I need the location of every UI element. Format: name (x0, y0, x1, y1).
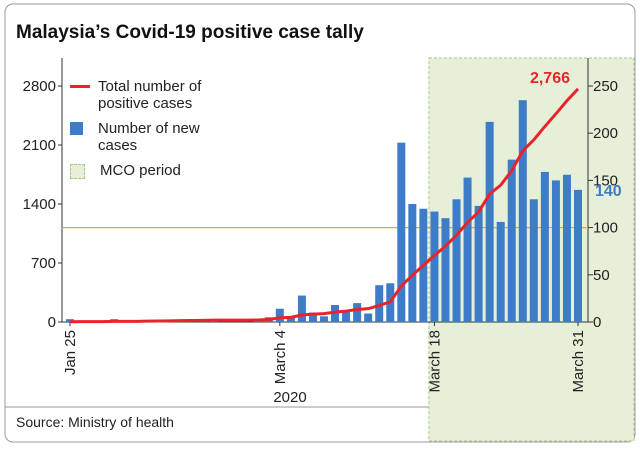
x-tick-label: March 31 (570, 330, 587, 393)
y-tick-label: 1400 (23, 196, 56, 213)
bar (540, 171, 549, 322)
bar (496, 221, 505, 322)
bar (485, 121, 494, 322)
y2-tick-label: 150 (593, 172, 618, 189)
y2-tick-label: 50 (593, 267, 610, 284)
y-tick-label: 2800 (23, 78, 56, 95)
source: Source: Ministry of health (16, 414, 174, 430)
y2-tick-label: 250 (593, 78, 618, 95)
y2-tick-label: 100 (593, 220, 618, 237)
y2-tick-label: 0 (593, 314, 601, 331)
bar (308, 312, 317, 322)
bar (297, 295, 306, 322)
legend-item: MCO period (70, 162, 230, 179)
legend-label: MCO period (100, 162, 181, 179)
bar (408, 204, 417, 322)
legend-label: Total number of positive cases (98, 78, 202, 112)
bar (562, 174, 571, 322)
chart-title: Malaysia’s Covid-19 positive case tally (16, 22, 364, 43)
bar (342, 310, 351, 322)
legend: Total number of positive cases Number of … (70, 78, 230, 187)
y-tick-label: 0 (48, 314, 56, 331)
legend-item: Number of new cases (70, 120, 230, 154)
line (69, 87, 580, 324)
bar (452, 199, 461, 322)
bar (397, 142, 406, 322)
bar (275, 308, 284, 322)
y2-tick-label: 200 (593, 125, 618, 142)
bar (529, 199, 538, 322)
frame (4, 3, 636, 443)
end-label: 2,766 (530, 70, 570, 87)
bar (353, 303, 362, 322)
bar (574, 189, 582, 322)
bar (551, 180, 560, 322)
bar (474, 205, 483, 322)
x-axis-label: 2020 (273, 389, 306, 406)
y-tick-label: 2100 (23, 137, 56, 154)
x-tick-label: Jan 25 (62, 330, 79, 375)
bar (507, 159, 516, 322)
legend-swatch (70, 164, 85, 179)
bar (463, 177, 472, 322)
bar (430, 211, 439, 322)
legend-item: Total number of positive cases (70, 78, 230, 112)
legend-label: Number of new cases (98, 120, 200, 154)
legend-swatch (70, 85, 90, 88)
end-value-label: 140 (595, 183, 622, 200)
bar (375, 285, 384, 322)
bar (364, 313, 373, 322)
bar (320, 316, 328, 322)
y-tick-label: 700 (31, 255, 56, 272)
bar (441, 218, 450, 322)
x-tick-label: March 18 (426, 330, 443, 393)
x-tick-label: March 4 (272, 330, 289, 384)
bar (518, 100, 527, 322)
bar (286, 317, 295, 322)
legend-swatch (70, 122, 83, 135)
